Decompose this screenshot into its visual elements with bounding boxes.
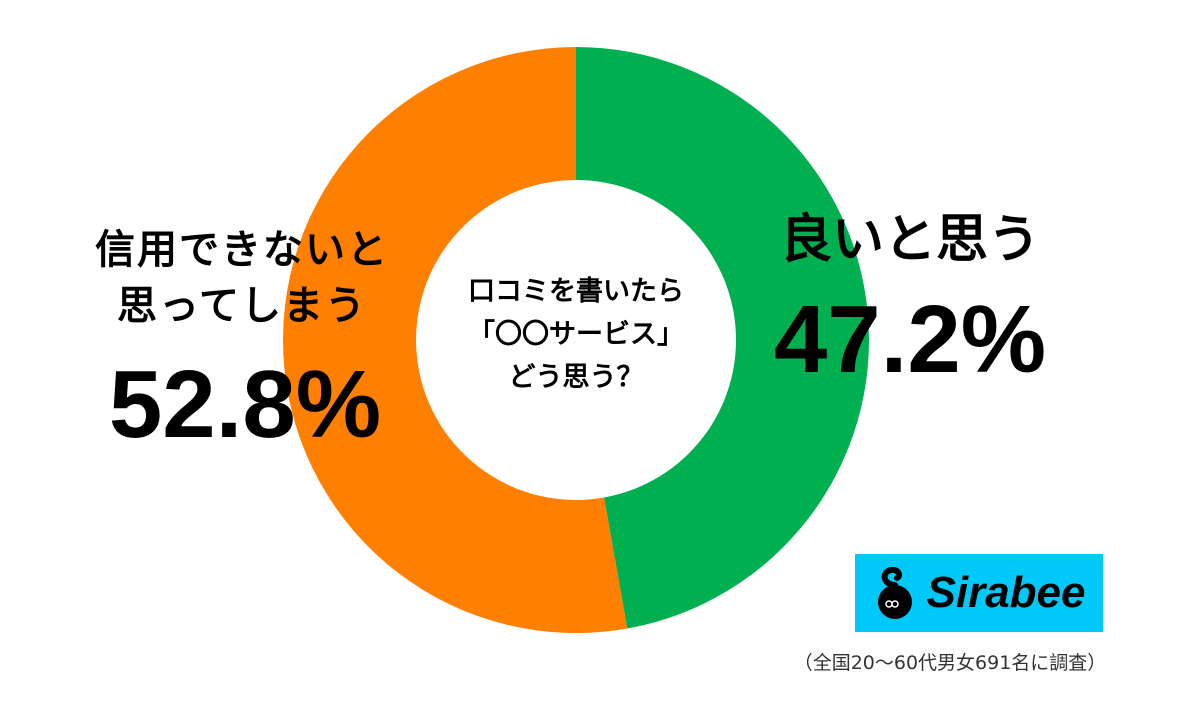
label-distrust-line-2: 思ってしまう bbox=[117, 283, 367, 329]
sirabee-logo-text: Sirabee bbox=[926, 568, 1086, 617]
value-good: 47.2% bbox=[773, 286, 1047, 393]
label-distrust: 信用できないと 思ってしまう bbox=[62, 222, 422, 334]
center-line-3: どう思う？ bbox=[508, 362, 644, 393]
slice-good bbox=[576, 47, 869, 629]
label-good: 良いと思う bbox=[779, 210, 1040, 270]
center-line-2: 「〇〇サービス」 bbox=[468, 319, 684, 350]
center-line-1: 口コミを書いたら bbox=[468, 276, 684, 307]
value-distrust: 52.8% bbox=[108, 351, 382, 458]
sirabee-logo: Sirabee bbox=[855, 554, 1103, 632]
sirabee-mascot-icon bbox=[877, 566, 912, 619]
slice-distrust bbox=[282, 47, 628, 633]
label-distrust-line-1: 信用できないと bbox=[95, 227, 389, 273]
center-question: 口コミを書いたら 「〇〇サービス」 どう思う？ bbox=[446, 270, 706, 399]
survey-footnote: （全国20〜60代男女691名に調査） bbox=[793, 652, 1107, 674]
